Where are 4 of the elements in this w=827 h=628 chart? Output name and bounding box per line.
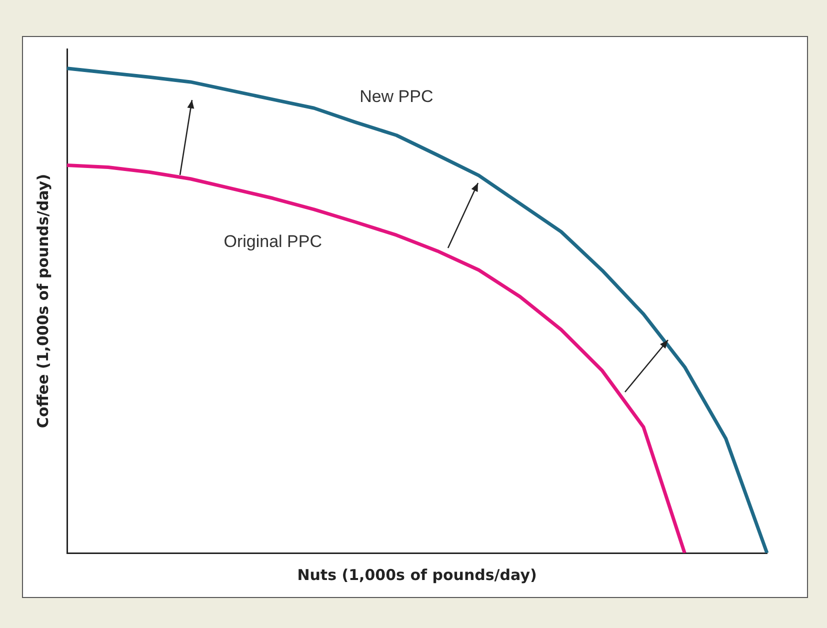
x-axis-title: Nuts (1,000s of pounds/day)	[297, 566, 537, 584]
series-label: Original PPC	[224, 232, 322, 251]
y-axis-title: Coffee (1,000s of pounds/day)	[34, 174, 52, 428]
series-label: New PPC	[360, 86, 434, 106]
